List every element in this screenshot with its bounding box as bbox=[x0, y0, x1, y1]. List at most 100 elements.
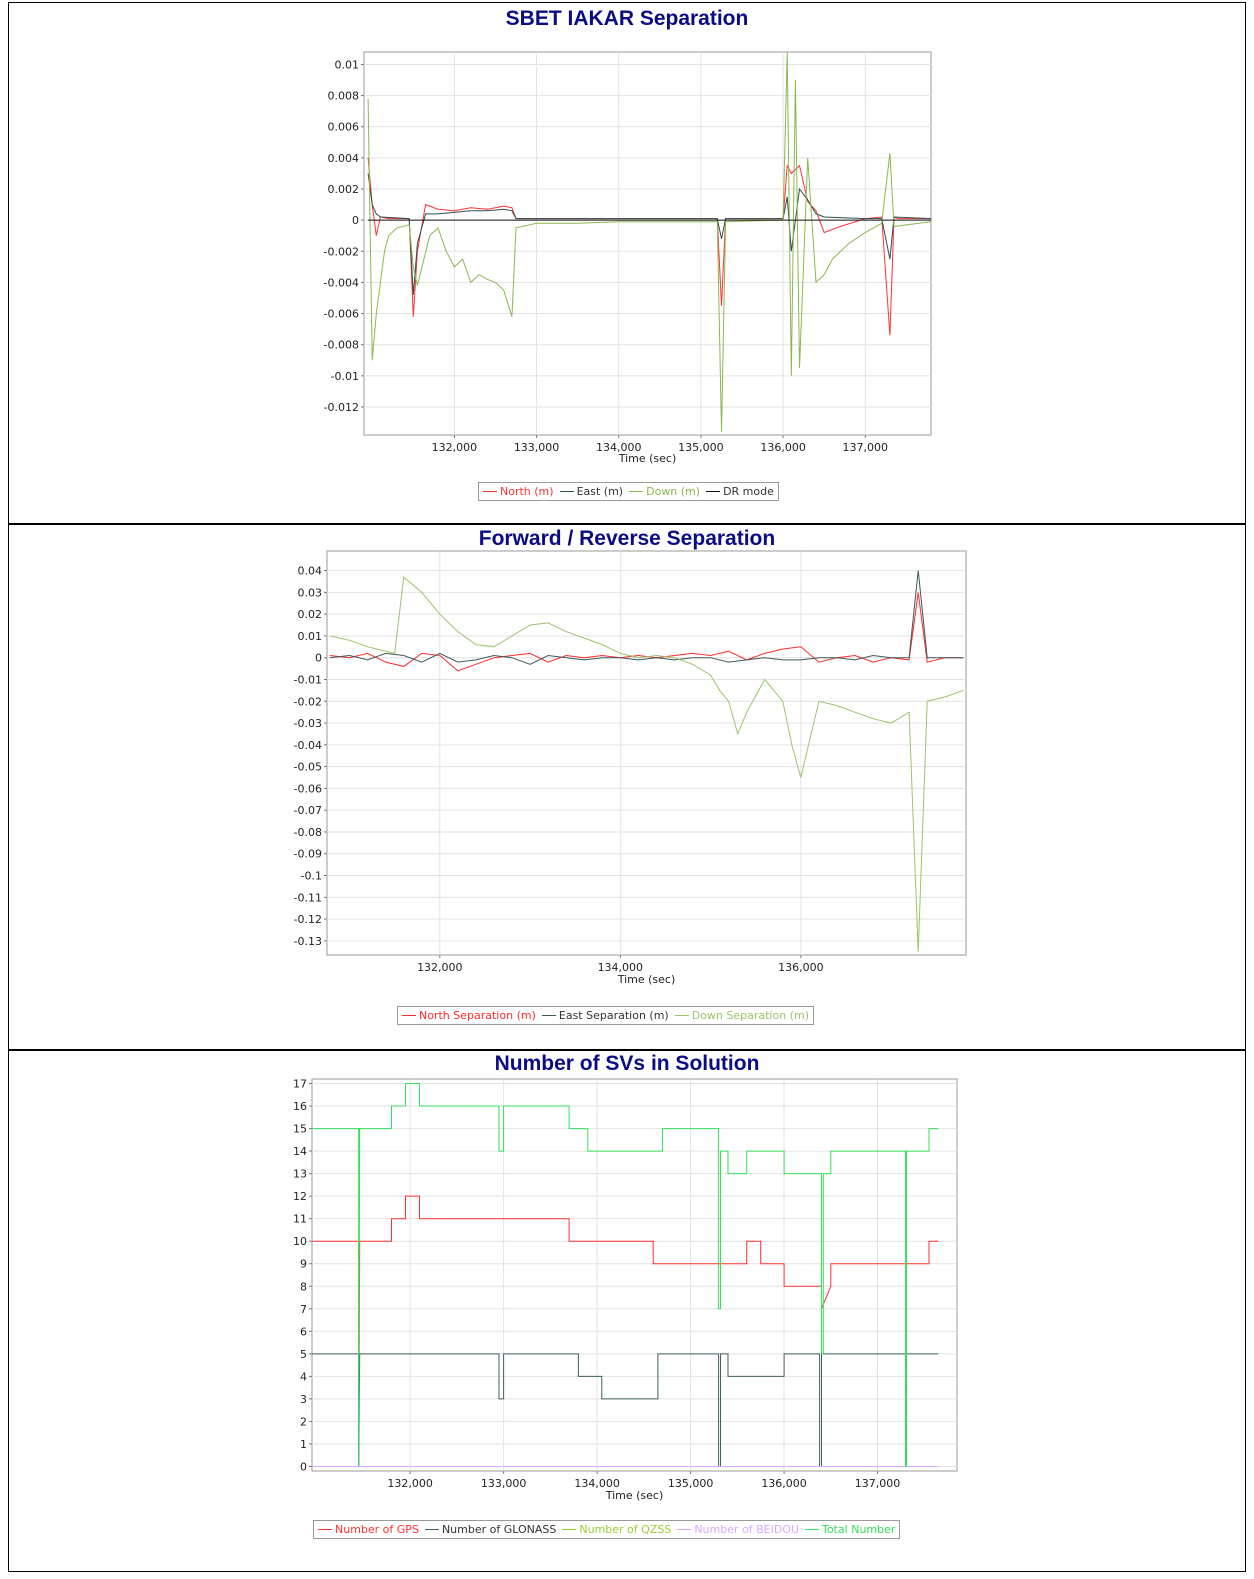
chart-legend: North (m) East (m) Down (m) DR mode bbox=[478, 482, 779, 501]
y-tick-label: 1 bbox=[300, 1438, 307, 1451]
y-tick-label: 0.002 bbox=[328, 183, 360, 196]
x-tick-label: 136,000 bbox=[761, 1477, 807, 1490]
x-tick-label: 134,000 bbox=[598, 961, 644, 974]
chart-legend: North Separation (m) East Separation (m) D… bbox=[397, 1006, 814, 1025]
y-tick-label: -0.02 bbox=[294, 695, 322, 708]
y-tick-label: 12 bbox=[293, 1190, 307, 1203]
y-tick-label: 7 bbox=[300, 1303, 307, 1316]
y-tick-label: 2 bbox=[300, 1415, 307, 1428]
x-tick-label: 136,000 bbox=[760, 441, 806, 454]
y-tick-label: 14 bbox=[293, 1145, 307, 1158]
x-tick-label: 135,000 bbox=[668, 1477, 714, 1490]
legend-item: DR mode bbox=[706, 485, 774, 498]
x-tick-label: 137,000 bbox=[855, 1477, 901, 1490]
y-tick-label: -0.06 bbox=[294, 782, 322, 795]
sbet-chart-svg: 0.01 0.008 0.006 0.004 0.002 0 -0.002 -0.004 -0.… bbox=[324, 51, 932, 465]
y-tick-label: 0 bbox=[352, 214, 359, 227]
y-tick-label: -0.006 bbox=[324, 308, 359, 321]
x-axis-label: Time (sec) bbox=[618, 452, 677, 465]
y-tick-label: 17 bbox=[293, 1078, 307, 1091]
y-tick-label: 15 bbox=[293, 1123, 307, 1136]
y-tick-label: 0.01 bbox=[298, 630, 323, 643]
plot-area bbox=[326, 550, 967, 956]
legend-item: East Separation (m) bbox=[541, 1009, 669, 1022]
legend-item: Number of GLONASS bbox=[424, 1523, 556, 1536]
y-tick-label: 11 bbox=[293, 1213, 307, 1226]
y-tick-label: -0.1 bbox=[301, 870, 322, 883]
plot-area bbox=[363, 51, 932, 436]
legend-swatch bbox=[677, 1529, 692, 1530]
legend-label: East Separation (m) bbox=[558, 1009, 669, 1022]
plot-area bbox=[311, 1078, 958, 1472]
legend-swatch bbox=[541, 1015, 556, 1016]
legend-swatch bbox=[706, 491, 721, 492]
legend-label: North Separation (m) bbox=[419, 1009, 536, 1022]
x-axis-label: Time (sec) bbox=[617, 973, 676, 986]
y-tick-label: 5 bbox=[300, 1348, 307, 1361]
series-line-down-m bbox=[367, 52, 931, 432]
legend-item: Down Separation (m) bbox=[674, 1009, 809, 1022]
y-tick-label: 4 bbox=[300, 1370, 307, 1383]
x-tick-label: 135,000 bbox=[678, 441, 724, 454]
legend-swatch bbox=[562, 1529, 577, 1530]
x-tick-label: 132,000 bbox=[387, 1477, 433, 1490]
x-tick-label: 133,000 bbox=[514, 441, 560, 454]
series-line-total-number bbox=[312, 1083, 939, 1467]
x-tick-label: 132,000 bbox=[417, 961, 463, 974]
chart-panel-num-svs: Number of SVs in Solution 17 16 15 14 13 12 11… bbox=[8, 1050, 1246, 1572]
legend-label: Number of BEIDOU bbox=[694, 1523, 800, 1536]
y-tick-label: -0.004 bbox=[324, 276, 359, 289]
y-tick-label: 0.008 bbox=[328, 90, 360, 103]
y-tick-label: -0.05 bbox=[294, 761, 322, 774]
y-tick-label: 16 bbox=[293, 1100, 307, 1113]
x-tick-label: 134,000 bbox=[574, 1477, 620, 1490]
y-tick-label: 0 bbox=[315, 652, 322, 665]
y-tick-label: -0.008 bbox=[324, 339, 359, 352]
y-tick-label: 9 bbox=[300, 1258, 307, 1271]
series-line-number-of-gps bbox=[312, 1195, 939, 1467]
legend-item: North Separation (m) bbox=[402, 1009, 536, 1022]
y-tick-label: 0.02 bbox=[298, 608, 323, 621]
legend-item: Down (m) bbox=[629, 485, 700, 498]
y-tick-label: 0 bbox=[300, 1460, 307, 1473]
chart-panel-forward-reverse: Forward / Reverse Separation 0.04 0.03 0.0… bbox=[8, 524, 1246, 1050]
y-tick-label: 3 bbox=[300, 1393, 307, 1406]
y-tick-label: 0.01 bbox=[335, 58, 360, 71]
y-tick-label: -0.04 bbox=[294, 739, 322, 752]
legend-swatch bbox=[674, 1015, 689, 1016]
y-tick-label: -0.002 bbox=[324, 245, 359, 258]
fwd-rev-chart-svg: 0.04 0.03 0.02 0.01 0 -0.01 -0.02 -0.03 -0.04 -0.… bbox=[294, 550, 967, 986]
series-line-east-separation-m bbox=[329, 570, 964, 665]
x-tick-label: 133,000 bbox=[481, 1477, 527, 1490]
y-tick-label: 13 bbox=[293, 1168, 307, 1181]
y-tick-label: -0.012 bbox=[324, 401, 359, 414]
legend-swatch bbox=[424, 1529, 439, 1530]
y-tick-label: -0.08 bbox=[294, 826, 322, 839]
legend-swatch bbox=[559, 491, 574, 492]
y-tick-label: 8 bbox=[300, 1280, 307, 1293]
legend-swatch bbox=[402, 1015, 416, 1016]
y-tick-label: -0.07 bbox=[294, 804, 322, 817]
legend-swatch bbox=[805, 1529, 820, 1530]
y-tick-label: 6 bbox=[300, 1325, 307, 1338]
chart-panel-sbet-iakar: SBET IAKAR Separation 0.01 0.008 0.006 0.00… bbox=[8, 2, 1246, 524]
legend-swatch bbox=[318, 1529, 332, 1530]
y-tick-label: -0.13 bbox=[294, 935, 322, 948]
y-tick-label: 0.006 bbox=[328, 121, 360, 134]
y-tick-label: 10 bbox=[293, 1235, 307, 1248]
legend-label: Number of QZSS bbox=[579, 1523, 672, 1536]
y-tick-label: -0.01 bbox=[294, 673, 322, 686]
legend-label: DR mode bbox=[723, 485, 774, 498]
series-line-number-of-glonass bbox=[312, 1353, 939, 1467]
legend-label: Down Separation (m) bbox=[691, 1009, 809, 1022]
x-tick-label: 136,000 bbox=[778, 961, 824, 974]
legend-label: Down (m) bbox=[646, 485, 701, 498]
series-line-east-m bbox=[367, 173, 931, 295]
legend-label: Total Number bbox=[822, 1523, 896, 1536]
y-tick-label: -0.11 bbox=[294, 891, 322, 904]
legend-item: Number of GPS bbox=[318, 1523, 419, 1536]
x-tick-label: 134,000 bbox=[596, 441, 642, 454]
series-group bbox=[329, 570, 964, 952]
